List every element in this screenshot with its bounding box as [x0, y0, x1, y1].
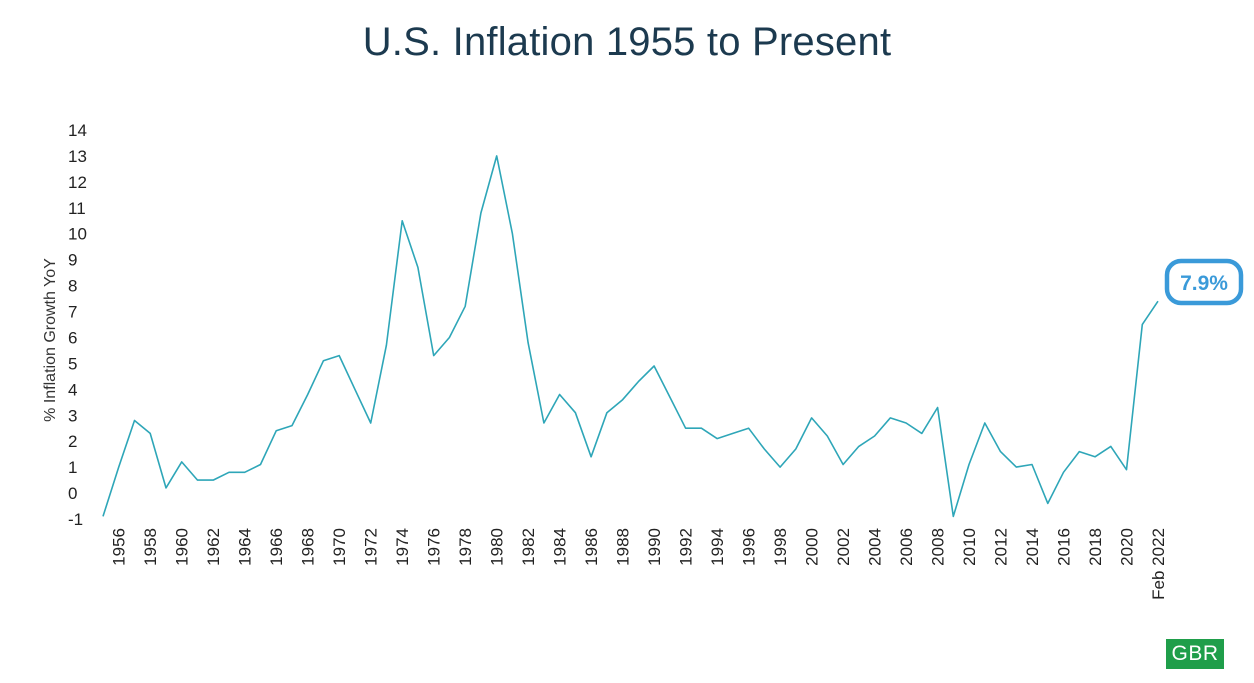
x-tick-label: 1966 [267, 528, 286, 566]
x-tick-label: 1960 [173, 528, 192, 566]
x-tick-label: 1996 [740, 528, 759, 566]
callout-value: 7.9% [1180, 272, 1228, 295]
x-tick-label: 1956 [110, 528, 129, 566]
x-tick-label: 2004 [866, 528, 885, 566]
gbr-logo-badge: GBR [1166, 639, 1224, 669]
chart-title: U.S. Inflation 1955 to Present [362, 20, 892, 64]
y-tick-label: 3 [68, 406, 77, 425]
y-tick-label: 9 [68, 251, 77, 270]
x-tick-label: 1976 [425, 528, 444, 566]
y-tick-label: -1 [68, 510, 83, 529]
latest-value-callout: 7.9% [1164, 258, 1244, 306]
x-tick-label: 1982 [519, 528, 538, 566]
x-tick-label: 2012 [992, 528, 1011, 566]
x-tick-label: 1980 [488, 528, 507, 566]
y-tick-label: 8 [68, 277, 77, 296]
x-tick-label: 1964 [236, 528, 255, 566]
x-tick-label: 1990 [645, 528, 664, 566]
callout-box [1164, 258, 1244, 306]
x-tick-label: 2016 [1055, 528, 1074, 566]
y-tick-label: 7 [68, 303, 77, 322]
x-tick-label: Feb 2022 [1149, 528, 1168, 600]
y-tick-label: 4 [68, 380, 77, 399]
x-axis-ticks: 1956 1958 1960 1962 1964 1966 1968 1970 1972 1974… [110, 528, 1168, 600]
x-tick-label: 1992 [677, 528, 696, 566]
x-tick-label: 1998 [771, 528, 790, 566]
y-tick-label: 1 [68, 458, 77, 477]
x-tick-label: 1984 [551, 528, 570, 566]
x-tick-label: 1970 [330, 528, 349, 566]
x-tick-label: 1962 [204, 528, 223, 566]
y-tick-label: 13 [68, 147, 87, 166]
x-tick-label: 2008 [929, 528, 948, 566]
x-tick-label: 1978 [456, 528, 475, 566]
x-tick-label: 1974 [393, 528, 412, 566]
x-tick-label: 2010 [960, 528, 979, 566]
y-tick-label: 14 [68, 121, 87, 140]
x-tick-label: 2018 [1086, 528, 1105, 566]
x-tick-label: 1958 [141, 528, 160, 566]
x-tick-label: 1972 [362, 528, 381, 566]
y-tick-label: 0 [68, 484, 77, 503]
y-axis-label: % Inflation Growth YoY [42, 258, 59, 422]
x-tick-label: 2006 [897, 528, 916, 566]
x-tick-label: 1986 [582, 528, 601, 566]
y-tick-label: 6 [68, 328, 77, 347]
y-tick-label: 11 [68, 199, 86, 218]
x-tick-label: 2000 [803, 528, 822, 566]
y-tick-label: 2 [68, 432, 77, 451]
x-tick-label: 1994 [708, 528, 727, 566]
inflation-series-line [102, 155, 1159, 518]
x-tick-label: 2002 [834, 528, 853, 566]
x-tick-label: 2020 [1118, 528, 1137, 566]
x-tick-label: 1988 [614, 528, 633, 566]
x-tick-label: 2014 [1023, 528, 1042, 566]
y-tick-label: 10 [68, 225, 87, 244]
x-tick-label: 1968 [299, 528, 318, 566]
y-tick-label: 5 [68, 354, 77, 373]
y-tick-label: 12 [68, 173, 87, 192]
